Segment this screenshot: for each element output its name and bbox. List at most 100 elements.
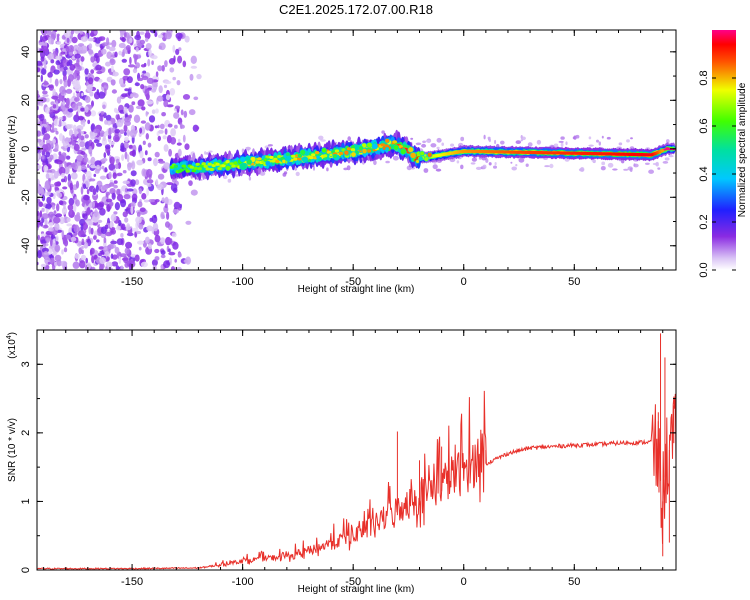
- heatmap-cell: [56, 64, 61, 70]
- heatmap-cell: [96, 239, 100, 243]
- heatmap-cell: [144, 31, 151, 40]
- heatmap-cell: [61, 230, 65, 239]
- heatmap-cell: [181, 164, 186, 168]
- heatmap-cell: [63, 204, 66, 210]
- heatmap-cell: [54, 244, 61, 252]
- heatmap-cell: [96, 202, 104, 210]
- heatmap-cell: [155, 178, 159, 186]
- heatmap-cell: [45, 151, 51, 158]
- heatmap-cell: [139, 207, 146, 212]
- heatmap-cell: [338, 151, 344, 155]
- heatmap-cell: [110, 253, 114, 259]
- heatmap-cell: [50, 30, 57, 40]
- heatmap-cell: [657, 167, 661, 170]
- colorbar: 0.0 0.2 0.4 0.6 0.8 Normalized spectral ampl…: [698, 30, 748, 278]
- heatmap-cell: [91, 255, 95, 264]
- heatmap-cell: [157, 34, 164, 39]
- heatmap-cell: [193, 96, 199, 101]
- heatmap-cell: [146, 183, 152, 187]
- heatmap-cell: [129, 56, 132, 65]
- heatmap-cell: [45, 203, 52, 209]
- heatmap-cell: [92, 201, 95, 208]
- heatmap-cell: [95, 64, 102, 71]
- heatmap-cell: [86, 188, 90, 195]
- heatmap-cell: [89, 91, 94, 97]
- heatmap-cell: [184, 35, 190, 43]
- heatmap-cell: [109, 58, 116, 65]
- heatmap-cell: [511, 166, 517, 171]
- heatmap-cell: [139, 127, 143, 134]
- heatmap-cell: [59, 79, 63, 85]
- heatmap-cell: [185, 256, 192, 265]
- heatmap-cell: [291, 154, 296, 158]
- heatmap-cell: [37, 130, 42, 137]
- heatmap-cell: [470, 162, 476, 165]
- heatmap-cell: [45, 158, 49, 165]
- heatmap-cell: [128, 104, 134, 113]
- heatmap-cell: [163, 144, 169, 152]
- heatmap-cell: [165, 236, 172, 246]
- heatmap-cell: [115, 114, 119, 120]
- heatmap-cell: [153, 158, 158, 167]
- heatmap-cell: [170, 238, 173, 244]
- heatmap-cell: [104, 144, 111, 150]
- heatmap-cell: [81, 45, 88, 54]
- heatmap-cell: [84, 134, 89, 139]
- heatmap-cell: [565, 141, 568, 146]
- x-tick-label: 0: [461, 576, 467, 588]
- heatmap-cell: [100, 263, 105, 269]
- heatmap-cell: [116, 172, 123, 177]
- heatmap-cell: [158, 129, 164, 134]
- colorbar-tick-label: 0.8: [698, 70, 710, 85]
- heatmap-cell: [119, 129, 125, 134]
- heatmap-cell: [73, 224, 80, 233]
- heatmap-cell: [107, 134, 112, 139]
- heatmap-cell: [71, 103, 79, 111]
- heatmap-cell: [151, 109, 156, 114]
- heatmap-cell: [103, 85, 107, 89]
- heatmap-cell: [87, 119, 91, 125]
- heatmap-cell: [90, 110, 97, 117]
- heatmap-cell: [160, 250, 166, 255]
- heatmap-cell: [124, 117, 131, 123]
- heatmap-cell: [598, 141, 601, 146]
- heatmap-cell: [101, 48, 107, 55]
- heatmap-cell: [45, 173, 50, 179]
- heatmap-cell: [42, 90, 48, 95]
- heatmap-cell: [441, 142, 445, 146]
- heatmap-cell: [98, 36, 106, 41]
- heatmap-cell: [205, 167, 210, 171]
- colorbar-tick-label: 0.2: [698, 214, 710, 229]
- heatmap-cell: [98, 246, 105, 250]
- heatmap-cell: [40, 74, 43, 82]
- heatmap-cell: [144, 150, 148, 156]
- heatmap-cell: [62, 100, 66, 106]
- heatmap-cell: [160, 237, 166, 245]
- heatmap-cell: [75, 180, 80, 189]
- heatmap-cell: [37, 210, 40, 217]
- heatmap-cell: [63, 66, 68, 71]
- heatmap-cell: [652, 162, 659, 166]
- heatmap-cell: [129, 37, 133, 44]
- heatmap-cell: [105, 232, 113, 237]
- heatmap-cell: [138, 188, 142, 195]
- heatmap-cell: [59, 216, 65, 225]
- heatmap-cell: [47, 72, 53, 78]
- heatmap-cell: [130, 170, 137, 177]
- heatmap-hotspot: [418, 156, 423, 161]
- heatmap-cell: [80, 56, 85, 62]
- heatmap-cell: [147, 142, 152, 148]
- heatmap-cell: [163, 162, 171, 170]
- heatmap-cell: [381, 130, 385, 134]
- heatmap-cell: [177, 55, 183, 64]
- heatmap-cell: [347, 136, 352, 141]
- heatmap-cell: [346, 147, 352, 151]
- heatmap-cell: [125, 45, 131, 51]
- heatmap-cell: [111, 65, 114, 73]
- heatmap-cell: [54, 143, 59, 151]
- heatmap-cell: [435, 168, 442, 172]
- heatmap-cell: [141, 106, 146, 111]
- heatmap-cell: [120, 145, 125, 152]
- heatmap-cell: [54, 222, 60, 231]
